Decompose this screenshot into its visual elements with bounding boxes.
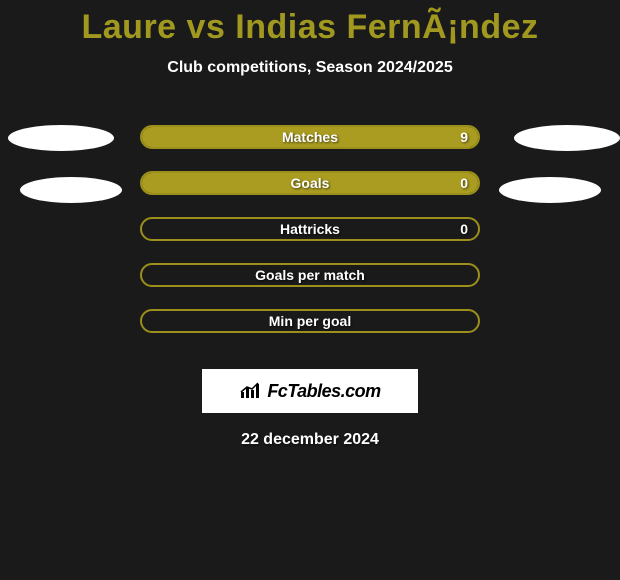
stat-row-hattricks: Hattricks 0	[140, 217, 480, 241]
stat-fill-right	[310, 173, 478, 193]
stat-label: Hattricks	[142, 219, 478, 239]
stat-row-matches: Matches 9	[140, 125, 480, 149]
stat-value-right: 0	[460, 219, 468, 239]
player-left-ellipse-2	[20, 177, 122, 203]
footer-date: 22 december 2024	[0, 431, 620, 449]
stat-bars: Matches 9 Goals 0 Hattricks 0	[140, 125, 480, 355]
player-right-ellipse-2	[499, 177, 601, 203]
bars-icon	[239, 382, 263, 400]
stat-fill-left	[142, 127, 149, 147]
stat-row-min-per-goal: Min per goal	[140, 309, 480, 333]
stat-label: Goals per match	[142, 265, 478, 285]
logo-text: FcTables.com	[267, 381, 380, 402]
stat-row-goals: Goals 0	[140, 171, 480, 195]
stats-area: Matches 9 Goals 0 Hattricks 0	[0, 125, 620, 365]
stat-label: Min per goal	[142, 311, 478, 331]
comparison-infographic: Laure vs Indias FernÃ¡ndez Club competit…	[0, 0, 620, 580]
stat-fill-left	[142, 173, 310, 193]
player-right-ellipse-1	[514, 125, 620, 151]
stat-fill-right	[149, 127, 478, 147]
subtitle: Club competitions, Season 2024/2025	[0, 59, 620, 77]
stat-row-goals-per-match: Goals per match	[140, 263, 480, 287]
player-left-ellipse-1	[8, 125, 114, 151]
page-title: Laure vs Indias FernÃ¡ndez	[0, 0, 620, 47]
logo-box[interactable]: FcTables.com	[202, 369, 418, 413]
